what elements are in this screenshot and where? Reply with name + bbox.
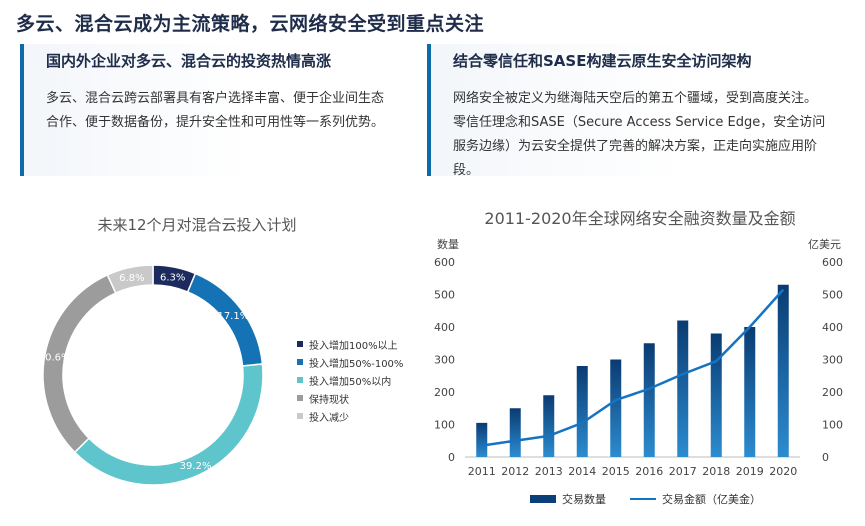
y-left-tick-label: 200 bbox=[434, 386, 455, 399]
legend-line-label: 交易金额（亿美金） bbox=[662, 493, 761, 506]
x-tick-label: 2016 bbox=[635, 465, 663, 478]
legend-swatch bbox=[297, 377, 303, 383]
x-tick-label: 2018 bbox=[702, 465, 730, 478]
donut-chart: 6.3% 17.1% 39.2% 30.6% 6.8% bbox=[39, 264, 264, 486]
y-left-tick-label: 300 bbox=[434, 354, 455, 367]
donut-slice-label: 6.3% bbox=[160, 272, 185, 283]
donut-chart-title: 未来12个月对混合云投入计划 bbox=[97, 216, 297, 234]
legend-swatch bbox=[297, 341, 303, 347]
x-tick-label: 2013 bbox=[535, 465, 563, 478]
legend-bar-swatch bbox=[530, 495, 556, 503]
right-panel-body: 网络安全被定义为继海陆天空后的第五个疆域，受到高度关注。零信任理念和SASE（S… bbox=[453, 91, 826, 178]
donut-legend-item: 投入增加50%-100% bbox=[297, 353, 403, 371]
donut-slice-label: 6.8% bbox=[119, 273, 144, 284]
right-axis-label: 亿美元 bbox=[808, 238, 841, 251]
right-info-panel: 结合零信任和SASE构建云原生安全访问架构 网络安全被定义为继海陆天空后的第五个… bbox=[427, 44, 851, 178]
donut-slice bbox=[106, 264, 154, 295]
bar-chart-title: 2011-2020年全球网络安全融资数量及金额 bbox=[484, 209, 796, 228]
left-info-panel: 国内外企业对多云、混合云的投资热情高涨 多云、混合云跨云部署具有客户选择丰富、便… bbox=[20, 44, 399, 176]
legend-swatch bbox=[297, 359, 303, 365]
bar bbox=[476, 422, 488, 457]
y-right-tick-label: 500 bbox=[822, 289, 843, 302]
x-tick-label: 2012 bbox=[501, 465, 529, 478]
x-tick-label: 2019 bbox=[736, 465, 764, 478]
y-left-tick-label: 600 bbox=[434, 256, 455, 269]
x-tick-label: 2014 bbox=[568, 465, 596, 478]
legend-label: 投入增加100%以上 bbox=[309, 340, 398, 352]
y-right-tick-label: 100 bbox=[822, 419, 843, 432]
left-axis-label: 数量 bbox=[437, 238, 459, 251]
bar bbox=[677, 320, 689, 457]
bar bbox=[744, 327, 756, 457]
donut-slice bbox=[73, 363, 264, 486]
bar bbox=[576, 366, 588, 457]
y-left-tick-label: 100 bbox=[434, 419, 455, 432]
y-right-tick-label: 600 bbox=[822, 256, 843, 269]
y-left-tick-label: 400 bbox=[434, 321, 455, 334]
page-title: 多云、混合云成为主流策略，云网络安全受到重点关注 bbox=[16, 13, 485, 35]
legend-swatch bbox=[297, 413, 303, 419]
x-tick-label: 2011 bbox=[468, 465, 496, 478]
legend-label: 投入减少 bbox=[309, 412, 349, 424]
x-tick-label: 2017 bbox=[669, 465, 697, 478]
donut-slice-label: 17.1% bbox=[217, 311, 249, 322]
donut-slice-label: 30.6% bbox=[39, 352, 71, 363]
bar bbox=[509, 408, 521, 457]
donut-slice-label: 39.2% bbox=[180, 461, 212, 472]
legend-label: 投入增加50%以内 bbox=[309, 376, 392, 388]
bar bbox=[710, 333, 722, 457]
y-right-tick-label: 300 bbox=[822, 354, 843, 367]
bar bbox=[543, 395, 555, 457]
x-tick-label: 2020 bbox=[769, 465, 797, 478]
left-panel-heading: 国内外企业对多云、混合云的投资热情高涨 bbox=[46, 52, 332, 70]
legend-label: 投入增加50%-100% bbox=[309, 358, 404, 370]
amount-line bbox=[481, 288, 785, 447]
y-left-tick-label: 500 bbox=[434, 289, 455, 302]
bar bbox=[643, 343, 655, 457]
bar-chart-legend: 交易数量 交易金额（亿美金） bbox=[530, 491, 761, 507]
donut-legend-item: 投入增加50%以内 bbox=[297, 371, 403, 389]
y-left-tick-label: 0 bbox=[448, 451, 455, 464]
y-right-tick-label: 400 bbox=[822, 321, 843, 334]
bar bbox=[777, 284, 789, 457]
bar bbox=[610, 359, 622, 457]
left-panel-body: 多云、混合云跨云部署具有客户选择丰富、便于企业间生态合作、便于数据备份，提升安全… bbox=[46, 91, 385, 130]
legend-bar-label: 交易数量 bbox=[562, 493, 606, 506]
donut-legend-item: 投入增加100%以上 bbox=[297, 335, 403, 353]
legend-line-swatch bbox=[630, 498, 656, 500]
y-right-tick-label: 200 bbox=[822, 386, 843, 399]
bar-line-chart: 0 0 100 100 200 200 300 300 400 400 500 500 600 600 20… bbox=[434, 256, 843, 478]
y-right-tick-label: 0 bbox=[822, 451, 829, 464]
legend-label: 保持现状 bbox=[309, 394, 349, 406]
x-tick-label: 2015 bbox=[602, 465, 630, 478]
legend-swatch bbox=[297, 395, 303, 401]
donut-legend: 投入增加100%以上 投入增加50%-100% 投入增加50%以内 保持现状投入减少 bbox=[297, 335, 403, 425]
right-panel-heading: 结合零信任和SASE构建云原生安全访问架构 bbox=[453, 52, 752, 70]
donut-slice bbox=[42, 273, 117, 454]
donut-legend-item: 保持现状 bbox=[297, 389, 403, 407]
donut-legend-item: 投入减少 bbox=[297, 407, 403, 425]
